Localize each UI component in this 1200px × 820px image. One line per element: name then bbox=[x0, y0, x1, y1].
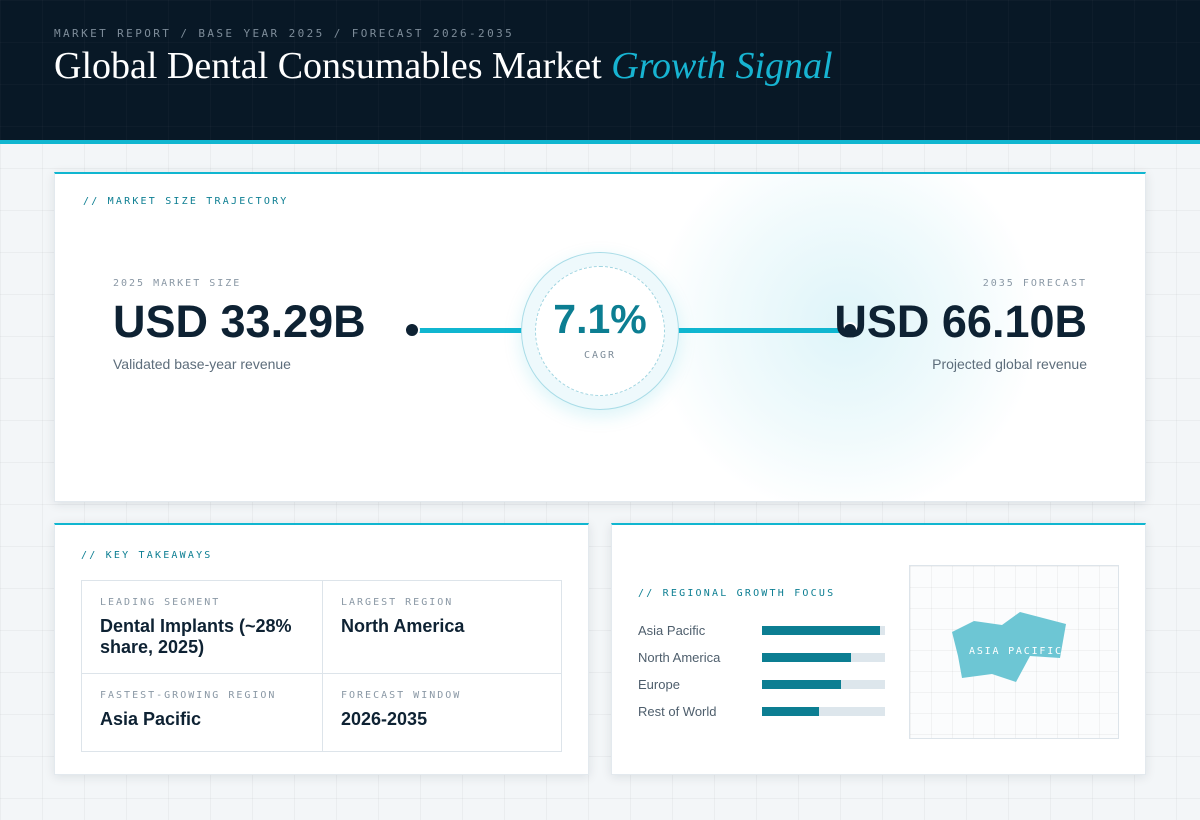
asia-pacific-shape bbox=[952, 612, 1066, 682]
region-bar-fill bbox=[762, 653, 851, 662]
base-year-value: USD 33.29B bbox=[113, 296, 366, 347]
regional-label: // REGIONAL GROWTH FOCUS bbox=[638, 588, 836, 599]
forecast-caption: Projected global revenue bbox=[932, 356, 1087, 372]
region-row: Europe bbox=[638, 671, 886, 698]
map-label: ASIA PACIFIC bbox=[969, 646, 1063, 657]
region-bar-track bbox=[762, 707, 885, 716]
cagr-badge: 7.1% CAGR bbox=[521, 252, 679, 410]
forecast-stat: 2035 FORECAST USD 66.10B Projected globa… bbox=[834, 278, 1087, 372]
report-kicker: MARKET REPORT / BASE YEAR 2025 / FORECAS… bbox=[54, 27, 515, 40]
region-bar-track bbox=[762, 626, 885, 635]
background-glow bbox=[655, 174, 1035, 501]
region-name: Europe bbox=[638, 677, 680, 692]
takeaway-value: Dental Implants (~28% share, 2025) bbox=[100, 616, 292, 657]
base-year-caption: Validated base-year revenue bbox=[113, 356, 291, 372]
header-accent-line bbox=[0, 140, 1200, 144]
forecast-value: USD 66.10B bbox=[834, 296, 1087, 347]
trajectory-start-dot bbox=[404, 322, 420, 338]
cagr-value: 7.1% bbox=[553, 296, 647, 342]
region-bar-fill bbox=[762, 680, 841, 689]
takeaway-forecast-window: FORECAST WINDOW 2026-2035 bbox=[322, 673, 562, 751]
region-bar-fill bbox=[762, 707, 819, 716]
takeaway-label: LARGEST REGION bbox=[341, 597, 454, 608]
asia-pacific-map-icon bbox=[952, 612, 1066, 682]
market-size-trajectory-card: // MARKET SIZE TRAJECTORY 2025 MARKET SI… bbox=[54, 172, 1146, 502]
cagr-badge-inner: 7.1% CAGR bbox=[535, 266, 665, 396]
takeaway-label: LEADING SEGMENT bbox=[100, 597, 221, 608]
forecast-label: 2035 FORECAST bbox=[982, 278, 1087, 289]
takeaways-label: // KEY TAKEAWAYS bbox=[81, 550, 213, 561]
base-year-label: 2025 MARKET SIZE bbox=[113, 278, 242, 289]
page-title: Global Dental Consumables Market Growth … bbox=[54, 44, 833, 88]
trajectory-end-dot bbox=[842, 322, 858, 338]
region-map: ASIA PACIFIC bbox=[909, 565, 1119, 739]
region-bar-list: Asia Pacific North America Europe Rest of W… bbox=[638, 617, 886, 725]
region-row: Rest of World bbox=[638, 698, 886, 725]
region-row: Asia Pacific bbox=[638, 617, 886, 644]
takeaway-largest-region: LARGEST REGION North America bbox=[322, 581, 562, 673]
report-header: MARKET REPORT / BASE YEAR 2025 / FORECAS… bbox=[0, 0, 1200, 140]
title-accent: Growth Signal bbox=[611, 45, 833, 87]
takeaway-fastest-growing-region: FASTEST-GROWING REGION Asia Pacific bbox=[82, 673, 322, 751]
region-row: North America bbox=[638, 644, 886, 671]
region-bar-track bbox=[762, 680, 885, 689]
trajectory-label: // MARKET SIZE TRAJECTORY bbox=[83, 196, 289, 207]
region-name: Asia Pacific bbox=[638, 623, 706, 638]
takeaway-leading-segment: LEADING SEGMENT Dental Implants (~28% sh… bbox=[82, 581, 322, 673]
key-takeaways-card: // KEY TAKEAWAYS LEADING SEGMENT Dental … bbox=[54, 523, 589, 775]
takeaway-value: North America bbox=[341, 616, 465, 636]
cagr-label: CAGR bbox=[583, 350, 617, 361]
takeaways-grid: LEADING SEGMENT Dental Implants (~28% sh… bbox=[81, 580, 562, 752]
region-bar-fill bbox=[762, 626, 881, 635]
regional-growth-card: // REGIONAL GROWTH FOCUS Asia Pacific Nor… bbox=[611, 523, 1146, 775]
region-name: North America bbox=[638, 650, 721, 665]
takeaway-label: FORECAST WINDOW bbox=[341, 690, 462, 701]
takeaway-label: FASTEST-GROWING REGION bbox=[100, 690, 277, 701]
region-name: Rest of World bbox=[638, 704, 717, 719]
takeaway-value: 2026-2035 bbox=[341, 709, 428, 729]
base-year-stat: 2025 MARKET SIZE USD 33.29B Validated ba… bbox=[113, 278, 366, 372]
title-main: Global Dental Consumables Market bbox=[54, 45, 602, 87]
region-bar-track bbox=[762, 653, 885, 662]
takeaway-value: Asia Pacific bbox=[100, 709, 202, 729]
